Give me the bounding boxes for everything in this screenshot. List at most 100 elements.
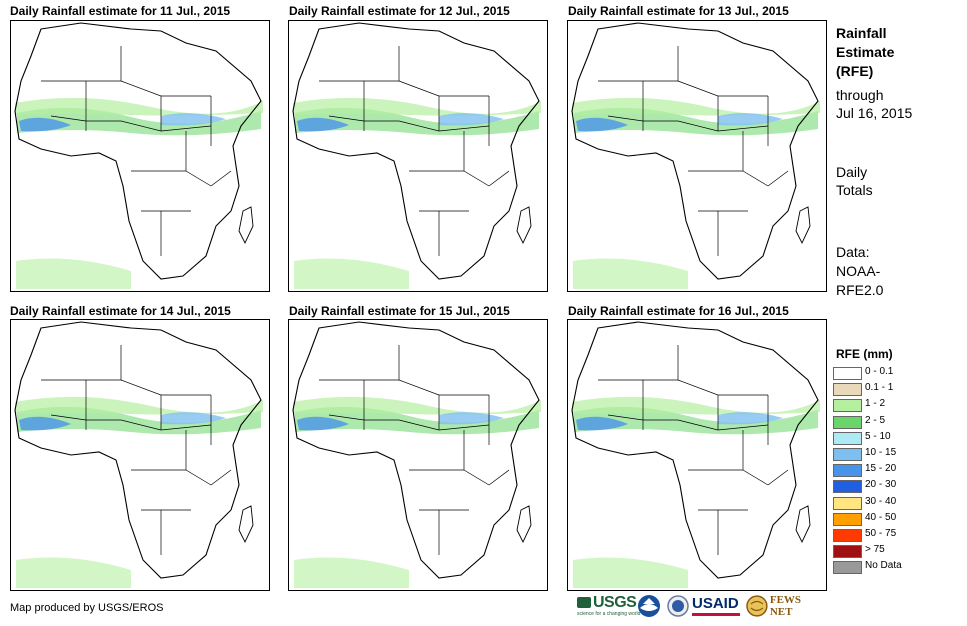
africa-map-svg (14, 22, 263, 289)
madagascar-outline (516, 505, 532, 544)
legend-swatch (833, 545, 862, 559)
rain-band (161, 113, 226, 126)
africa-coastline (14, 22, 262, 280)
usgs-wordmark: USGS (593, 594, 637, 611)
country-border (438, 125, 490, 132)
africa-map-svg (571, 22, 820, 289)
legend-label: > 75 (865, 544, 885, 556)
country-border (767, 170, 789, 187)
rain-band (297, 416, 349, 431)
legend-swatch (833, 399, 862, 413)
rain-band (572, 97, 820, 116)
sidebar-totals-2: Totals (836, 182, 873, 198)
sidebar-data-3: RFE2.0 (836, 282, 884, 298)
government-seal-icon (667, 595, 689, 617)
sidebar-totals-1: Daily (836, 164, 868, 180)
madagascar-outline (795, 505, 811, 544)
rain-band (294, 258, 409, 289)
usaid-logo: USAID (692, 592, 744, 620)
legend-label: 0.1 - 1 (865, 382, 894, 394)
rainfall-map-6 (567, 319, 827, 591)
country-border (185, 170, 212, 187)
rain-band (16, 258, 131, 289)
legend-label: 40 - 50 (865, 511, 897, 523)
legend-swatch (833, 415, 862, 429)
usaid-wordmark: USAID (692, 595, 739, 612)
legend-swatch (833, 367, 862, 380)
legend-swatch (833, 529, 862, 542)
country-border (463, 469, 490, 486)
africa-coastline (14, 321, 262, 579)
country-border (717, 125, 769, 132)
rainfall-map-1 (10, 20, 270, 292)
country-border (41, 46, 122, 82)
fewsnet-logo: FEWS NET (746, 592, 826, 620)
country-border (328, 414, 399, 421)
sidebar-data-2: NOAA- (836, 263, 881, 279)
panel-title-6: Daily Rainfall estimate for 16 Jul., 201… (568, 304, 789, 318)
rain-band (19, 416, 71, 431)
country-border (742, 469, 769, 486)
legend-swatch (833, 480, 862, 494)
country-border (328, 115, 399, 122)
noaa-logo (637, 592, 663, 620)
rain-band (439, 412, 504, 425)
legend-label: 50 - 75 (865, 528, 897, 539)
country-border (677, 120, 719, 132)
rainfall-map-2 (288, 20, 548, 292)
legend-label: 20 - 30 (865, 479, 897, 491)
country-border (767, 469, 789, 486)
rain-band (17, 406, 261, 435)
usgs-tagline: science for a changing world (577, 611, 641, 617)
rain-band (294, 557, 409, 588)
legend-label: 0 - 0.1 (865, 366, 894, 377)
country-border (463, 170, 490, 187)
rain-band (19, 117, 71, 132)
sidebar-heading-1: Rainfall (836, 25, 887, 41)
panel-title-3: Daily Rainfall estimate for 13 Jul., 201… (568, 4, 789, 18)
country-border (438, 424, 490, 431)
legend-swatch (833, 448, 862, 461)
sidebar-heading-2: Estimate (836, 44, 895, 60)
panel-title-1: Daily Rainfall estimate for 11 Jul., 201… (10, 4, 231, 18)
country-border (607, 414, 678, 421)
usgs-logo: USGS science for a changing world (577, 592, 661, 620)
africa-coastline (571, 321, 819, 579)
africa-map-svg (14, 321, 263, 588)
rain-band (439, 113, 504, 126)
country-border (319, 345, 400, 381)
legend-swatch (833, 512, 862, 526)
rain-band (293, 396, 541, 415)
africa-map-svg (292, 22, 541, 289)
legend-title: RFE (mm) (836, 347, 893, 361)
legend-swatch (833, 561, 862, 575)
rain-band (161, 412, 226, 425)
country-border (598, 46, 679, 82)
rain-band (295, 406, 539, 435)
legend-label: 10 - 15 (865, 447, 897, 458)
legend-swatch (833, 496, 862, 510)
country-border (319, 46, 400, 82)
country-border (50, 414, 121, 421)
legend-label: 30 - 40 (865, 495, 897, 507)
country-border (120, 419, 162, 431)
country-border (210, 170, 232, 187)
country-border (717, 424, 769, 431)
legend-swatch (833, 431, 862, 445)
rain-band (574, 107, 818, 136)
legend-label: 1 - 2 (865, 398, 886, 410)
sidebar-through-date: Jul 16, 2015 (836, 105, 913, 121)
rain-band (573, 258, 688, 289)
africa-coastline (571, 22, 819, 280)
hhs-seal (667, 592, 691, 620)
rain-band (297, 117, 349, 132)
country-border (210, 469, 232, 486)
rain-band (17, 107, 261, 136)
africa-coastline (292, 22, 540, 280)
country-border (742, 170, 769, 187)
country-border (185, 469, 212, 486)
legend-label: 5 - 10 (865, 430, 891, 442)
rain-band (15, 97, 263, 116)
rain-band (576, 416, 628, 431)
rain-band (293, 97, 541, 116)
